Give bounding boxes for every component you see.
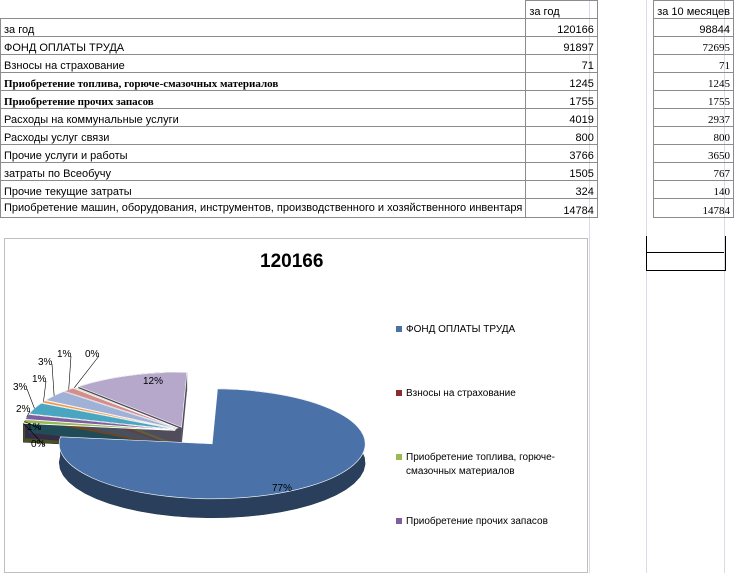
pie-chart[interactable]: 120166 77%0%1%2%3%1%3%1%0%12% ФОНД ОПЛАТ… bbox=[4, 238, 588, 573]
percent-label: 3% bbox=[13, 382, 27, 393]
percent-label: 3% bbox=[38, 357, 52, 368]
empty-cell-border bbox=[646, 252, 724, 253]
empty-cells bbox=[646, 236, 726, 271]
percent-label: 1% bbox=[32, 374, 46, 385]
row-label[interactable]: затраты по Всеобучу bbox=[1, 163, 526, 181]
legend-item: Приобретение топлива, горюче-смазочных м… bbox=[396, 451, 584, 479]
cell-10m[interactable]: 72695 bbox=[654, 37, 734, 55]
cell-year[interactable]: 91897 bbox=[526, 37, 598, 55]
legend-item: ФОНД ОПЛАТЫ ТРУДА bbox=[396, 323, 584, 337]
percent-label: 0% bbox=[31, 439, 45, 450]
cell-gap bbox=[597, 181, 653, 199]
cell-gap bbox=[597, 55, 653, 73]
row-label[interactable]: за год bbox=[1, 19, 526, 37]
cell-gap bbox=[597, 199, 653, 218]
cell-year[interactable]: 1245 bbox=[526, 73, 598, 91]
cell-gap bbox=[597, 127, 653, 145]
cell-10m[interactable]: 1245 bbox=[654, 73, 734, 91]
row-label[interactable]: Прочие услуги и работы bbox=[1, 145, 526, 163]
percent-label: 1% bbox=[27, 422, 41, 433]
legend-swatch bbox=[396, 454, 402, 460]
cell-10m[interactable]: 98844 bbox=[654, 19, 734, 37]
percent-label: 0% bbox=[85, 349, 99, 360]
row-label[interactable]: Расходы услуг связи bbox=[1, 127, 526, 145]
row-label[interactable]: Взносы на страхование bbox=[1, 55, 526, 73]
header-gap bbox=[597, 1, 653, 19]
cell-gap bbox=[597, 91, 653, 109]
cell-10m[interactable]: 767 bbox=[654, 163, 734, 181]
cell-gap bbox=[597, 145, 653, 163]
cell-year[interactable]: 4019 bbox=[526, 109, 598, 127]
legend-item: Приобретение прочих запасов bbox=[396, 515, 584, 529]
legend-swatch bbox=[396, 518, 402, 524]
header-row: за год за 10 месяцев bbox=[1, 1, 734, 19]
row-label[interactable]: Расходы на коммунальные услуги bbox=[1, 109, 526, 127]
legend-label: Приобретение прочих запасов bbox=[406, 515, 584, 529]
header-col-year[interactable]: за год bbox=[526, 1, 598, 19]
cell-10m[interactable]: 14784 bbox=[654, 199, 734, 218]
leader-line bbox=[52, 364, 54, 396]
header-col-10m[interactable]: за 10 месяцев bbox=[654, 1, 734, 19]
cell-10m[interactable]: 3650 bbox=[654, 145, 734, 163]
percent-label: 1% bbox=[57, 349, 71, 360]
percent-label: 2% bbox=[16, 404, 30, 415]
cell-year[interactable]: 1505 bbox=[526, 163, 598, 181]
cell-10m[interactable]: 1755 bbox=[654, 91, 734, 109]
cell-year[interactable]: 14784 bbox=[526, 199, 598, 218]
row-label[interactable]: ФОНД ОПЛАТЫ ТРУДА bbox=[1, 37, 526, 55]
legend-swatch bbox=[396, 390, 402, 396]
legend-swatch bbox=[396, 326, 402, 332]
cell-gap bbox=[597, 163, 653, 181]
cell-gap bbox=[597, 19, 653, 37]
table-row: Приобретение машин, оборудования, инстру… bbox=[1, 199, 734, 218]
cell-gap bbox=[597, 37, 653, 55]
cell-10m[interactable]: 71 bbox=[654, 55, 734, 73]
leader-line bbox=[69, 356, 71, 390]
cell-year[interactable]: 71 bbox=[526, 55, 598, 73]
cell-year[interactable]: 3766 bbox=[526, 145, 598, 163]
cell-year[interactable]: 324 bbox=[526, 181, 598, 199]
legend-label: Взносы на страхование bbox=[406, 387, 584, 401]
row-label[interactable]: Приобретение прочих запасов bbox=[1, 91, 526, 109]
legend-label: ФОНД ОПЛАТЫ ТРУДА bbox=[406, 323, 584, 337]
table-row: Приобретение топлива, горюче-смазочных м… bbox=[1, 73, 734, 91]
cell-10m[interactable]: 140 bbox=[654, 181, 734, 199]
cell-10m[interactable]: 2937 bbox=[654, 109, 734, 127]
row-label[interactable]: Прочие текущие затраты bbox=[1, 181, 526, 199]
cell-year[interactable]: 120166 bbox=[526, 19, 598, 37]
cell-gap bbox=[597, 109, 653, 127]
legend-label: Приобретение топлива, горюче-смазочных м… bbox=[406, 451, 584, 479]
row-label[interactable]: Приобретение топлива, горюче-смазочных м… bbox=[1, 73, 526, 91]
row-label[interactable]: Приобретение машин, оборудования, инстру… bbox=[1, 199, 526, 218]
legend-item: Взносы на страхование bbox=[396, 387, 584, 401]
cell-10m[interactable]: 800 bbox=[654, 127, 734, 145]
header-corner bbox=[1, 1, 526, 19]
cell-year[interactable]: 800 bbox=[526, 127, 598, 145]
percent-label: 77% bbox=[272, 483, 292, 494]
cell-year[interactable]: 1755 bbox=[526, 91, 598, 109]
percent-label: 12% bbox=[143, 376, 163, 387]
cell-gap bbox=[597, 73, 653, 91]
